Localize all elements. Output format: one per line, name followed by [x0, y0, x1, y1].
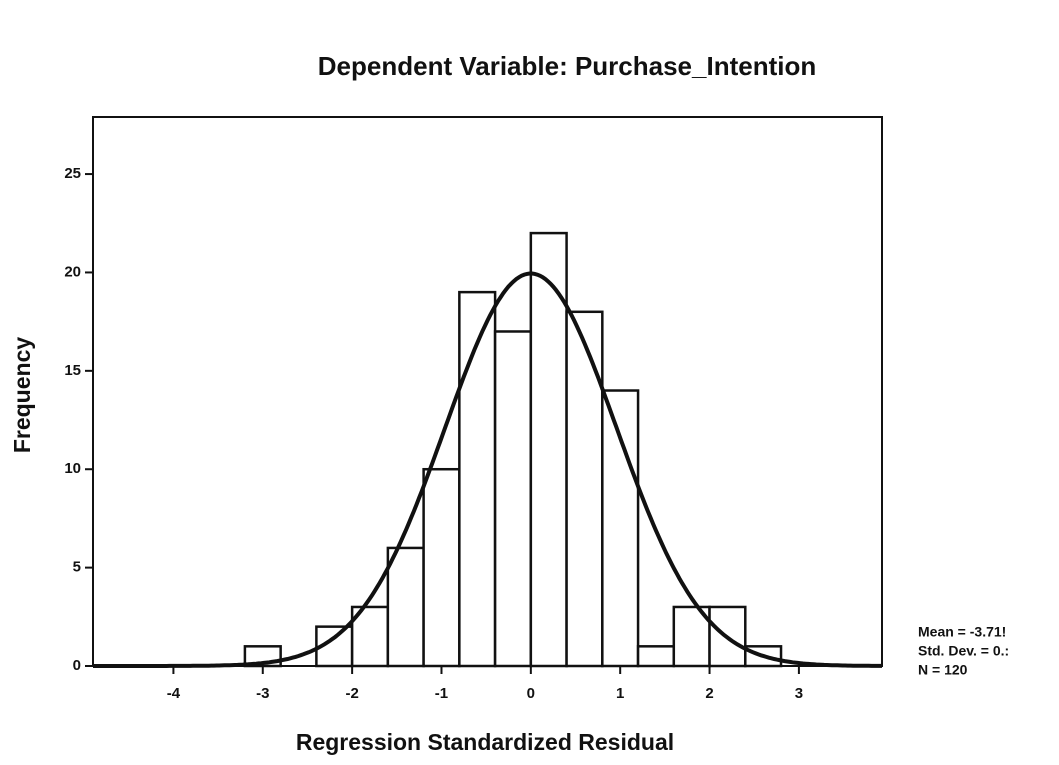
bar [638, 646, 674, 666]
y-tick-label: 10 [64, 460, 81, 477]
y-tick-label: 15 [64, 362, 81, 379]
chart: Dependent Variable: Purchase_Intention R… [0, 0, 1059, 765]
x-tick-label: -1 [435, 685, 448, 702]
bar [602, 391, 638, 666]
chart-title: Dependent Variable: Purchase_Intention [318, 51, 816, 81]
x-tick-label: 0 [527, 685, 535, 702]
stat-label: Std. Dev. = 0.: [918, 643, 1009, 659]
bar [388, 548, 424, 666]
y-tick-label: 20 [64, 263, 81, 280]
y-tick-label: 0 [73, 657, 81, 674]
x-tick-label: 2 [705, 685, 713, 702]
y-tick-label: 5 [73, 559, 81, 576]
bar [424, 469, 460, 666]
bar [495, 331, 531, 666]
x-tick-label: -4 [167, 685, 181, 702]
y-tick-label: 25 [64, 165, 81, 182]
stat-label: N = 120 [918, 662, 968, 678]
y-axis-label: Frequency [9, 337, 35, 454]
stat-label: Mean = -3.71! [918, 624, 1006, 640]
x-tick-label: -2 [345, 685, 358, 702]
x-tick-label: 3 [795, 685, 803, 702]
bar [567, 312, 603, 666]
x-axis-label: Regression Standardized Residual [296, 729, 674, 755]
x-tick-label: -3 [256, 685, 269, 702]
x-tick-label: 1 [616, 685, 624, 702]
